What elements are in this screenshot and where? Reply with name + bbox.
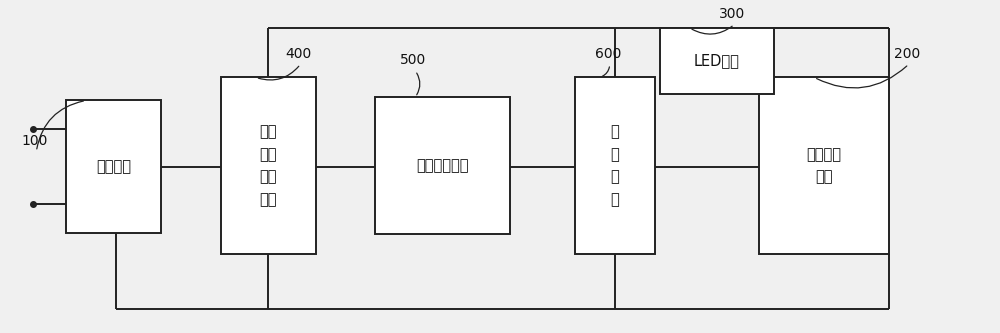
Text: 输入: 输入 (259, 192, 277, 207)
Text: 驱动模块: 驱动模块 (807, 147, 842, 162)
Text: 电压: 电压 (259, 169, 277, 184)
Text: 模块: 模块 (259, 125, 277, 140)
Text: 600: 600 (595, 47, 621, 61)
Bar (66, 101, 161, 232)
Bar (575, 77, 655, 254)
Text: 泄放控制模块: 泄放控制模块 (416, 158, 469, 173)
Bar (221, 77, 316, 254)
Text: 200: 200 (894, 47, 920, 61)
Bar (375, 97, 510, 234)
Bar (759, 77, 889, 254)
Text: 恒流: 恒流 (815, 169, 833, 184)
Text: 400: 400 (286, 47, 312, 61)
Text: 块: 块 (610, 125, 619, 140)
Text: 500: 500 (400, 53, 427, 68)
Bar (660, 28, 774, 94)
Text: LED负载: LED负载 (694, 53, 740, 68)
Text: 泄: 泄 (610, 192, 619, 207)
Text: 放: 放 (610, 169, 619, 184)
Text: 检测: 检测 (259, 147, 277, 162)
Text: 整流模块: 整流模块 (96, 159, 131, 174)
Text: 100: 100 (21, 134, 48, 148)
Text: 300: 300 (719, 7, 746, 21)
Text: 模: 模 (610, 147, 619, 162)
